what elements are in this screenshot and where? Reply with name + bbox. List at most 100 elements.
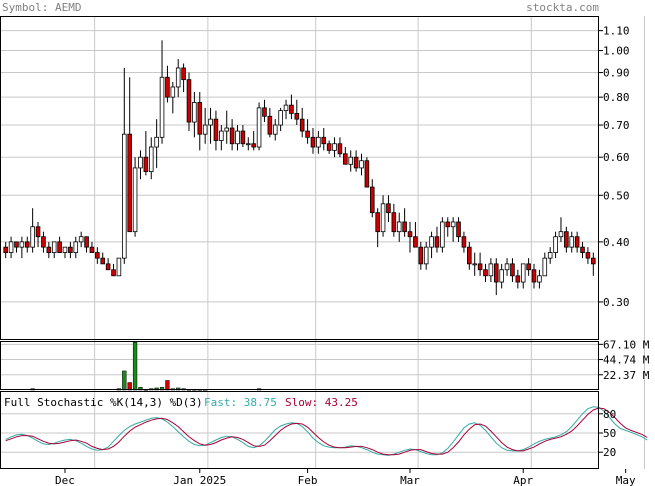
stochastic-fast-label: Fast: 38.75 bbox=[204, 396, 277, 409]
candle-body bbox=[461, 236, 467, 248]
candle-body bbox=[267, 115, 273, 135]
candle-body bbox=[591, 257, 596, 265]
site-label[interactable]: stockta.com bbox=[526, 1, 599, 14]
candle-body bbox=[515, 275, 521, 283]
x-tick-label: May bbox=[616, 474, 636, 486]
candle-body bbox=[547, 252, 553, 259]
candle-body bbox=[148, 146, 154, 173]
stochastic-axis-ticks: 80 50 20 bbox=[599, 408, 616, 459]
stochastic-panel: Full Stochastic %K(14,3) %D(3) Fast: 38.… bbox=[4, 396, 648, 459]
volume-bar bbox=[127, 382, 132, 391]
candle-body bbox=[477, 263, 483, 271]
candle-body bbox=[175, 67, 181, 88]
candle-body bbox=[418, 246, 424, 265]
x-tick-label: Jan 2025 bbox=[173, 474, 226, 486]
price-tick-label: 0.40 bbox=[603, 236, 630, 249]
candle-body bbox=[159, 76, 165, 138]
candle-body bbox=[165, 76, 170, 98]
candle-body bbox=[553, 236, 558, 253]
candle-body bbox=[84, 236, 89, 248]
candle-body bbox=[402, 221, 407, 233]
candle-body bbox=[14, 241, 19, 248]
stochastic-tick-label: 50 bbox=[603, 427, 616, 440]
stochastic-slow-label: Slow: 43.25 bbox=[285, 396, 358, 409]
candle-body bbox=[467, 246, 472, 265]
candle-body bbox=[41, 236, 46, 248]
stochastic-slow-line bbox=[5, 407, 648, 456]
candle-body bbox=[337, 143, 343, 155]
candle-body bbox=[391, 212, 397, 233]
candle-body bbox=[353, 156, 359, 169]
stochastic-tick-label: 20 bbox=[603, 446, 616, 459]
price-tick-label: 0.30 bbox=[603, 296, 630, 309]
candle-body bbox=[499, 269, 504, 283]
candle-body bbox=[294, 113, 300, 120]
candle-body bbox=[440, 221, 445, 248]
candle-body bbox=[62, 246, 68, 253]
candle-body bbox=[154, 136, 159, 148]
candle-body bbox=[423, 246, 429, 265]
candle-body bbox=[445, 221, 451, 228]
price-panel: 1.10 1.00 0.90 0.80 0.70 0.60 0.50 0.40 0.30 bbox=[3, 25, 630, 309]
candle-body bbox=[299, 118, 305, 132]
volume-bars bbox=[30, 342, 262, 391]
x-axis-labels: Dec Jan 2025 Feb Mar Apr May bbox=[55, 469, 636, 486]
candle-body bbox=[229, 127, 235, 145]
symbol-label: Symbol: AEMD bbox=[2, 1, 81, 14]
candle-body bbox=[272, 124, 278, 135]
candle-body bbox=[343, 153, 348, 165]
candle-body bbox=[316, 136, 321, 148]
candle-body bbox=[122, 133, 127, 259]
volume-tick-label: 44.74 M bbox=[603, 354, 650, 367]
price-tick-label: 0.80 bbox=[603, 91, 630, 104]
x-tick-label: Mar bbox=[400, 474, 420, 486]
candle-body bbox=[483, 269, 488, 277]
volume-axis-ticks: 67.10 M 44.74 M 22.37 M bbox=[599, 338, 650, 382]
candle-body bbox=[186, 79, 192, 123]
candle-body bbox=[35, 226, 41, 238]
candle-body bbox=[78, 236, 84, 243]
candle-body bbox=[429, 236, 434, 248]
volume-bar bbox=[132, 342, 138, 391]
candle-body bbox=[558, 231, 564, 238]
candle-body bbox=[504, 263, 510, 271]
panel-frame bbox=[0, 341, 599, 390]
candle-body bbox=[493, 263, 499, 283]
volume-bar bbox=[122, 370, 127, 391]
candle-body bbox=[19, 241, 25, 248]
candle-body bbox=[24, 241, 30, 248]
price-axis-ticks: 1.10 1.00 0.90 0.80 0.70 0.60 0.50 0.40 0.30 bbox=[599, 25, 630, 309]
candle-body bbox=[526, 263, 531, 271]
candle-body bbox=[57, 241, 62, 253]
candle-body bbox=[208, 118, 213, 126]
candle-body bbox=[30, 226, 35, 248]
panel-frames bbox=[0, 16, 599, 469]
stochastic-tick-label: 80 bbox=[603, 408, 616, 421]
candle-body bbox=[105, 263, 111, 271]
candle-body bbox=[386, 203, 391, 214]
candle-body bbox=[95, 252, 100, 259]
candle-body bbox=[310, 136, 316, 148]
candle-body bbox=[456, 221, 461, 238]
candle-body bbox=[3, 246, 8, 253]
candle-body bbox=[219, 130, 224, 141]
price-candles bbox=[3, 40, 596, 296]
candle-body bbox=[251, 143, 256, 148]
candle-body bbox=[564, 231, 569, 248]
x-tick-label: Dec bbox=[55, 474, 75, 486]
stochastic-lines bbox=[5, 406, 648, 456]
candle-body bbox=[520, 263, 526, 283]
price-tick-label: 0.50 bbox=[603, 189, 630, 202]
candle-body bbox=[364, 160, 370, 188]
candle-body bbox=[413, 236, 418, 248]
candle-body bbox=[369, 186, 375, 214]
candle-body bbox=[488, 263, 494, 277]
candle-body bbox=[197, 102, 203, 135]
candle-body bbox=[574, 236, 580, 248]
candle-body bbox=[224, 127, 230, 132]
candle-body bbox=[235, 130, 240, 145]
x-tick-label: Feb bbox=[298, 474, 318, 486]
candle-body bbox=[396, 221, 402, 233]
price-tick-label: 0.60 bbox=[603, 151, 630, 164]
